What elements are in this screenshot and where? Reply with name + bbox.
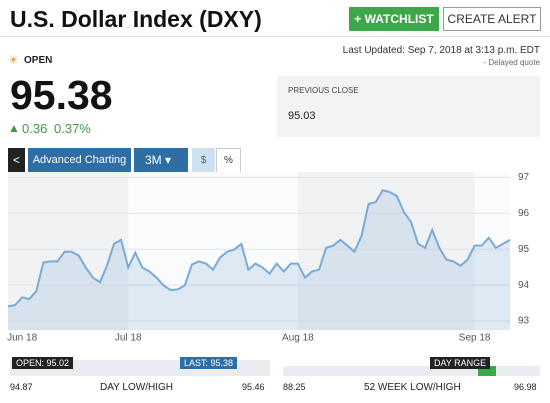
day-range-marker: DAY RANGE (430, 357, 491, 369)
week52-high: 96.98 (514, 382, 537, 392)
month-band (474, 172, 510, 330)
change: 0.36 (22, 121, 48, 136)
advanced-charting-button[interactable]: Advanced Charting (28, 148, 131, 173)
x-tick-label: Aug 18 (282, 333, 314, 344)
x-tick-label: Sep 18 (459, 333, 491, 344)
dollar-button[interactable]: $ (192, 148, 215, 173)
previous-close: 95.03 (288, 110, 316, 122)
week52-day-block (478, 366, 496, 376)
change-arrow: ▲ (8, 121, 20, 135)
x-tick-label: Jun 18 (7, 333, 37, 344)
week52-label: 52 WEEK LOW/HIGH (364, 382, 461, 393)
week52-bar (283, 366, 540, 376)
last-marker: LAST: 95.38 (180, 357, 238, 369)
y-tick-label: 95 (518, 244, 530, 255)
sun-icon: ☀ (8, 53, 19, 67)
divider (0, 36, 550, 37)
area (8, 190, 510, 330)
market-state: OPEN (24, 55, 53, 66)
month-band (128, 172, 298, 330)
period: 3M (145, 153, 162, 167)
alert-button[interactable]: CREATE ALERT (443, 7, 541, 31)
line (7, 189, 511, 308)
period-button[interactable]: 3M ▾ (134, 148, 188, 173)
last-updated: Last Updated: Sep 7, 2018 at 3:13 p.m. E… (342, 45, 540, 56)
y-tick-label: 94 (518, 280, 530, 291)
week52-low: 88.25 (283, 382, 306, 392)
day-high: 95.46 (242, 382, 265, 392)
y-tick-label: 93 (518, 316, 530, 327)
day-range-label: DAY LOW/HIGH (100, 382, 173, 393)
previous-close-box (277, 76, 540, 137)
back-button[interactable]: < (8, 148, 25, 173)
delay-note: - Delayed quote (483, 58, 540, 67)
x-tick-label: Jul 18 (115, 333, 142, 344)
open-marker: OPEN: 95.02 (12, 357, 74, 369)
y-tick-label: 97 (518, 172, 530, 183)
title: U.S. Dollar Index (DXY) (10, 6, 262, 32)
previous-close-label: PREVIOUS CLOSE (288, 86, 359, 95)
price: 95.38 (10, 72, 113, 118)
change-percent: 0.37% (54, 121, 91, 136)
day-low: 94.87 (10, 382, 33, 392)
y-tick-label: 96 (518, 208, 530, 219)
watchlist-button[interactable]: + WATCHLIST (349, 7, 439, 31)
